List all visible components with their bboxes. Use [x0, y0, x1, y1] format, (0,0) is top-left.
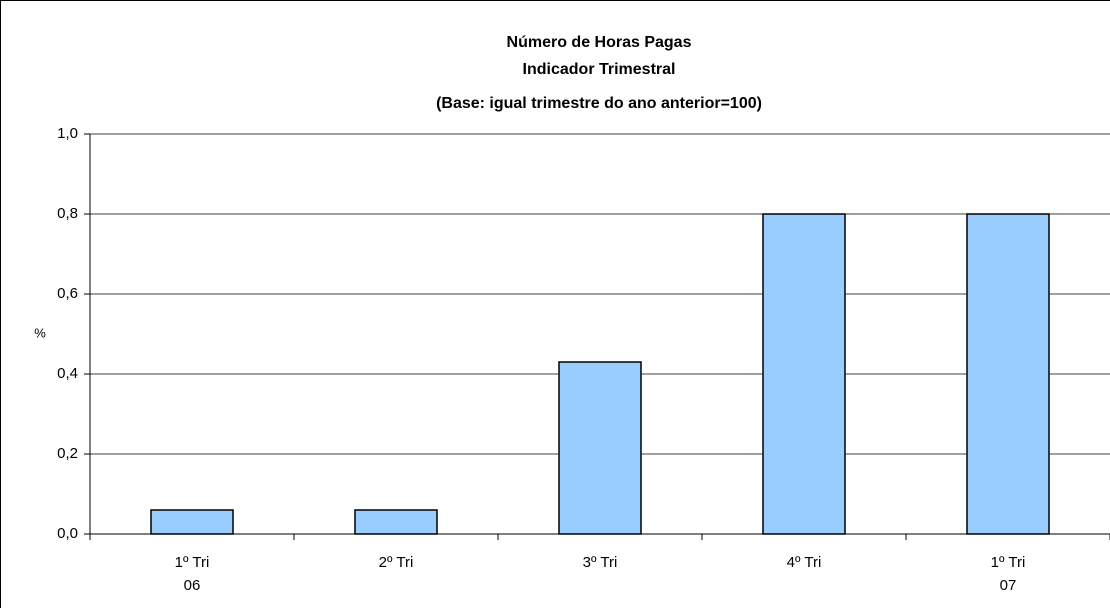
y-tick-label: 0,6: [57, 285, 78, 302]
bar: [966, 213, 1050, 535]
x-tick-label: 1º Tri: [991, 554, 1026, 571]
chart-title: (Base: igual trimestre do ano anterior=1…: [436, 95, 762, 112]
x-tick-label: 06: [184, 577, 201, 594]
bar: [150, 509, 234, 535]
y-tick-label: 0,2: [57, 445, 78, 462]
y-tick-label: 0,0: [57, 525, 78, 542]
y-axis-label: %: [34, 325, 46, 340]
x-tick-label: 1º Tri: [175, 554, 210, 571]
y-tick-label: 1,0: [57, 125, 78, 142]
y-tick-label: 0,8: [57, 205, 78, 222]
bar: [762, 213, 846, 535]
x-tick-label: 3º Tri: [583, 554, 618, 571]
x-tick-label: 07: [1000, 577, 1017, 594]
y-tick-label: 0,4: [57, 365, 78, 382]
x-tick-label: 4º Tri: [787, 554, 822, 571]
x-tick-label: 2º Tri: [379, 554, 414, 571]
bar: [354, 509, 438, 535]
chart-title: Indicador Trimestral: [523, 61, 676, 78]
bar: [558, 361, 642, 535]
chart-title: Número de Horas Pagas: [507, 34, 692, 51]
